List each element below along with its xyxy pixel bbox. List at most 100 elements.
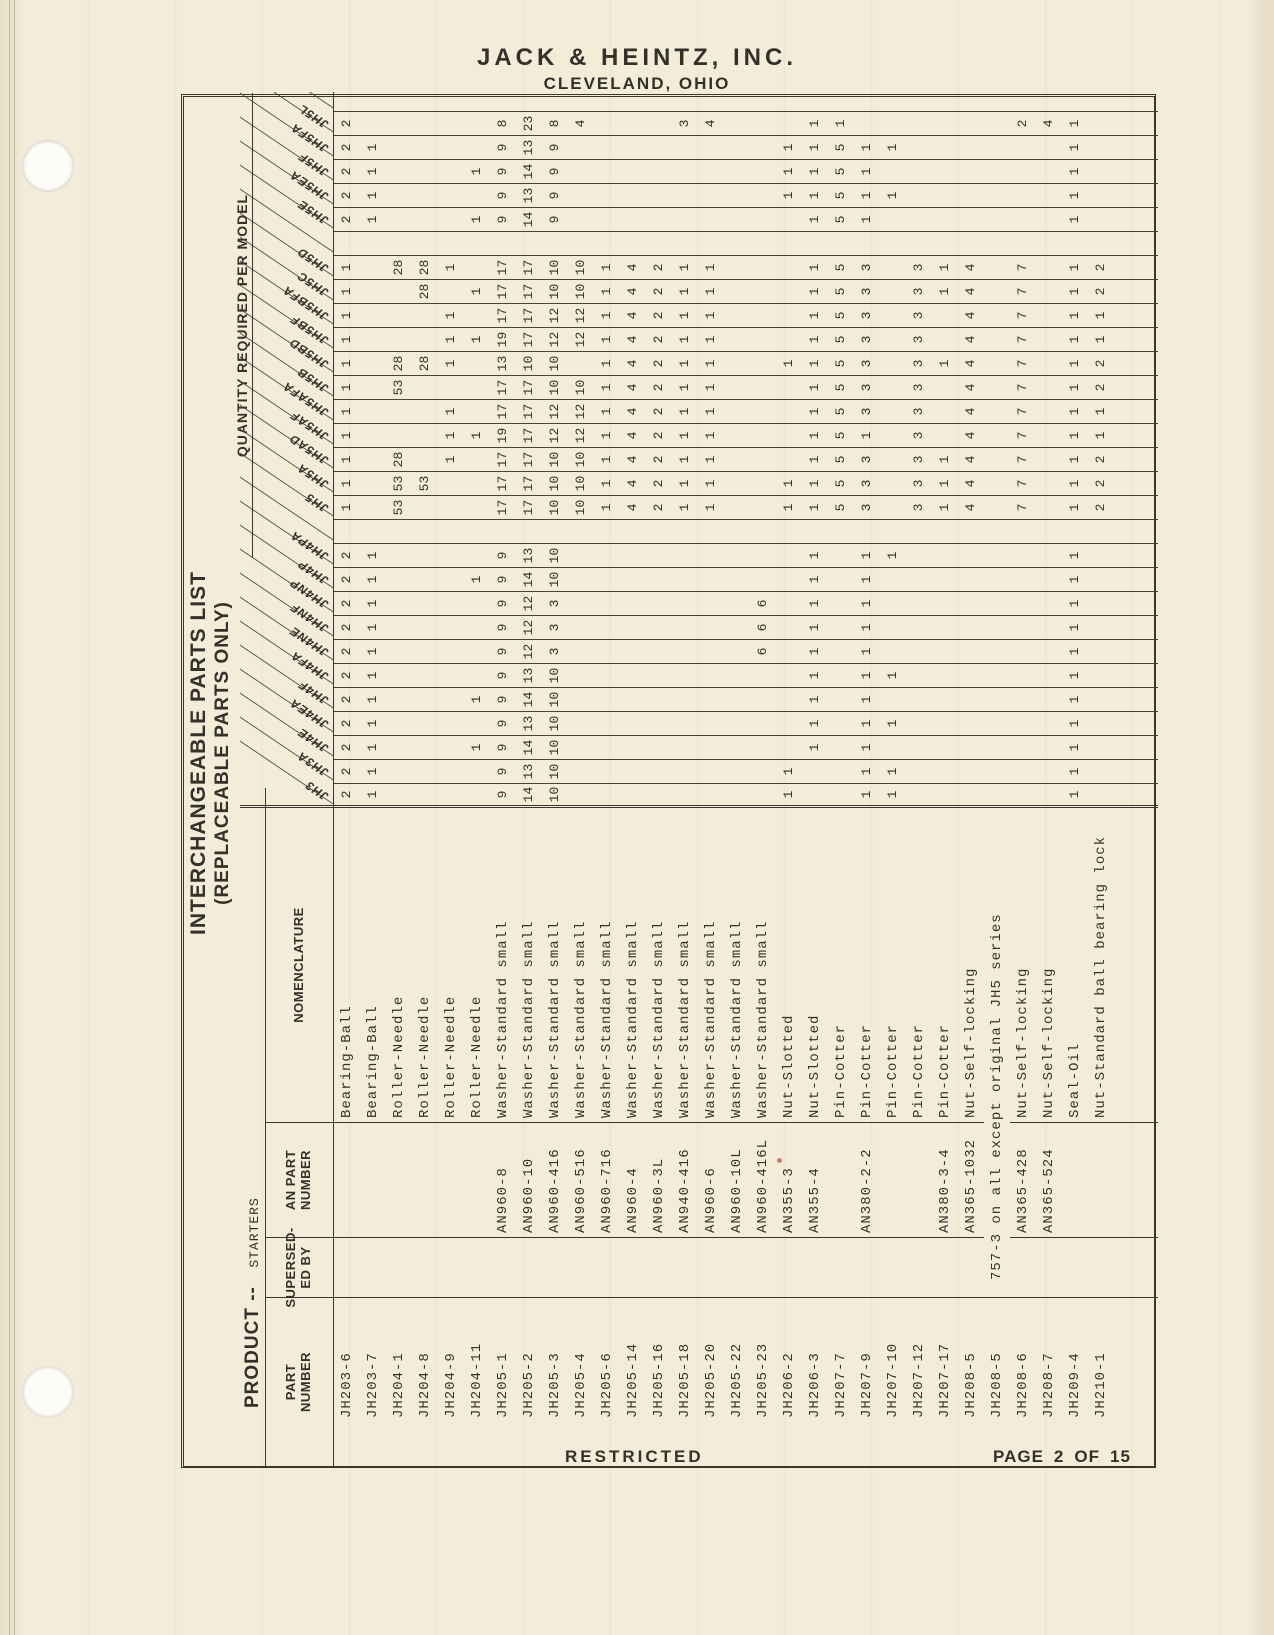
qty-gap-cell — [932, 232, 958, 256]
qty-gap-cell — [1036, 520, 1062, 544]
qty-cell — [958, 664, 984, 688]
part-number-cell: JH208-5 — [963, 1352, 979, 1418]
qty-cell — [1088, 544, 1114, 568]
qty-cell: 5 — [828, 424, 854, 448]
an-part-number-cell: AN380-3-4 — [932, 1123, 958, 1238]
qty-cell: 1 — [1062, 376, 1088, 400]
qty-cell — [386, 112, 412, 136]
qty-cell — [724, 352, 750, 376]
part-number-cell: JH208-7 — [1041, 1352, 1057, 1418]
qty-cell — [750, 736, 776, 760]
qty-cell — [672, 184, 698, 208]
qty-cell: 1 — [932, 472, 958, 496]
qty-cell — [594, 664, 620, 688]
qty-cell — [984, 472, 1010, 496]
qty-cell — [412, 664, 438, 688]
qty-cell — [906, 136, 932, 160]
qty-cell: 5 — [828, 352, 854, 376]
qty-cell — [932, 184, 958, 208]
qty-cell — [672, 136, 698, 160]
qty-cell: 2 — [1088, 256, 1114, 280]
empty-cell — [1114, 712, 1158, 736]
qty-cell: 2 — [334, 160, 360, 184]
qty-cell: 10 — [542, 712, 568, 736]
qty-cell — [464, 352, 490, 376]
qty-cell: 10 — [542, 472, 568, 496]
qty-cell — [386, 136, 412, 160]
qty-cell — [750, 256, 776, 280]
qty-cell — [958, 616, 984, 640]
qty-cell: 13 — [516, 544, 542, 568]
qty-cell — [906, 568, 932, 592]
qty-cell — [438, 496, 464, 520]
qty-gap-cell — [828, 232, 854, 256]
qty-cell — [776, 712, 802, 736]
qty-cell: 2 — [334, 640, 360, 664]
qty-gap-cell — [334, 520, 360, 544]
qty-cell: 2 — [646, 352, 672, 376]
qty-cell — [386, 160, 412, 184]
qty-cell: 1 — [360, 616, 386, 640]
qty-cell — [672, 544, 698, 568]
qty-cell — [906, 184, 932, 208]
qty-cell — [464, 712, 490, 736]
qty-cell — [1088, 592, 1114, 616]
qty-cell: 17 — [516, 424, 542, 448]
qty-cell: 17 — [490, 256, 516, 280]
qty-cell: 6 — [750, 616, 776, 640]
qty-cell — [880, 208, 906, 232]
qty-cell — [724, 712, 750, 736]
superseded-by-cell — [802, 1238, 828, 1298]
qty-cell: 3 — [906, 352, 932, 376]
an-part-number-cell: AN355-3 — [776, 1123, 802, 1238]
qty-gap-cell — [490, 232, 516, 256]
qty-cell: 1 — [360, 664, 386, 688]
empty-cell — [1114, 664, 1158, 688]
qty-cell: 3 — [854, 400, 880, 424]
col-header-nomenclature: NOMENCLATURE — [265, 808, 333, 1123]
qty-cell — [1036, 784, 1062, 808]
part-number-cell: JH203-7 — [365, 1352, 381, 1418]
qty-cell — [672, 688, 698, 712]
qty-cell: 8 — [542, 112, 568, 136]
qty-cell: 1 — [334, 376, 360, 400]
page-indicator: PAGE 2 OF 15 — [993, 1447, 1141, 1468]
qty-cell — [646, 784, 672, 808]
qty-cell: 17 — [490, 304, 516, 328]
qty-cell: 2 — [646, 424, 672, 448]
qty-cell: 1 — [698, 304, 724, 328]
qty-cell — [906, 736, 932, 760]
qty-cell: 1 — [854, 784, 880, 808]
company-location: CLEVELAND, OHIO — [543, 74, 731, 93]
qty-cell — [1036, 304, 1062, 328]
qty-cell — [984, 112, 1010, 136]
qty-cell — [984, 256, 1010, 280]
qty-cell — [568, 136, 594, 160]
qty-cell: 12 — [516, 592, 542, 616]
qty-cell: 1 — [932, 280, 958, 304]
qty-cell: 10 — [568, 472, 594, 496]
qty-cell: 2 — [646, 328, 672, 352]
qty-cell — [464, 136, 490, 160]
qty-cell: 1 — [360, 544, 386, 568]
qty-cell — [438, 184, 464, 208]
superseded-by-cell — [490, 1238, 516, 1298]
qty-gap-cell — [516, 520, 542, 544]
qty-cell — [698, 736, 724, 760]
qty-cell — [594, 616, 620, 640]
qty-cell — [360, 256, 386, 280]
qty-cell — [724, 160, 750, 184]
nomenclature-cell: Nut-Slotted — [802, 808, 828, 1123]
nomenclature-cell: Washer-Standard small — [516, 808, 542, 1123]
qty-cell — [828, 784, 854, 808]
qty-cell: 3 — [906, 472, 932, 496]
qty-cell: 3 — [854, 496, 880, 520]
row-end-filler — [438, 92, 464, 112]
qty-gap-cell — [672, 232, 698, 256]
an-part-number-cell — [828, 1123, 854, 1238]
qty-cell: 17 — [516, 304, 542, 328]
qty-gap-cell — [698, 232, 724, 256]
qty-cell: 1 — [854, 544, 880, 568]
part-number-cell: JH205-2 — [521, 1352, 537, 1418]
superseded-by-cell — [438, 1238, 464, 1298]
